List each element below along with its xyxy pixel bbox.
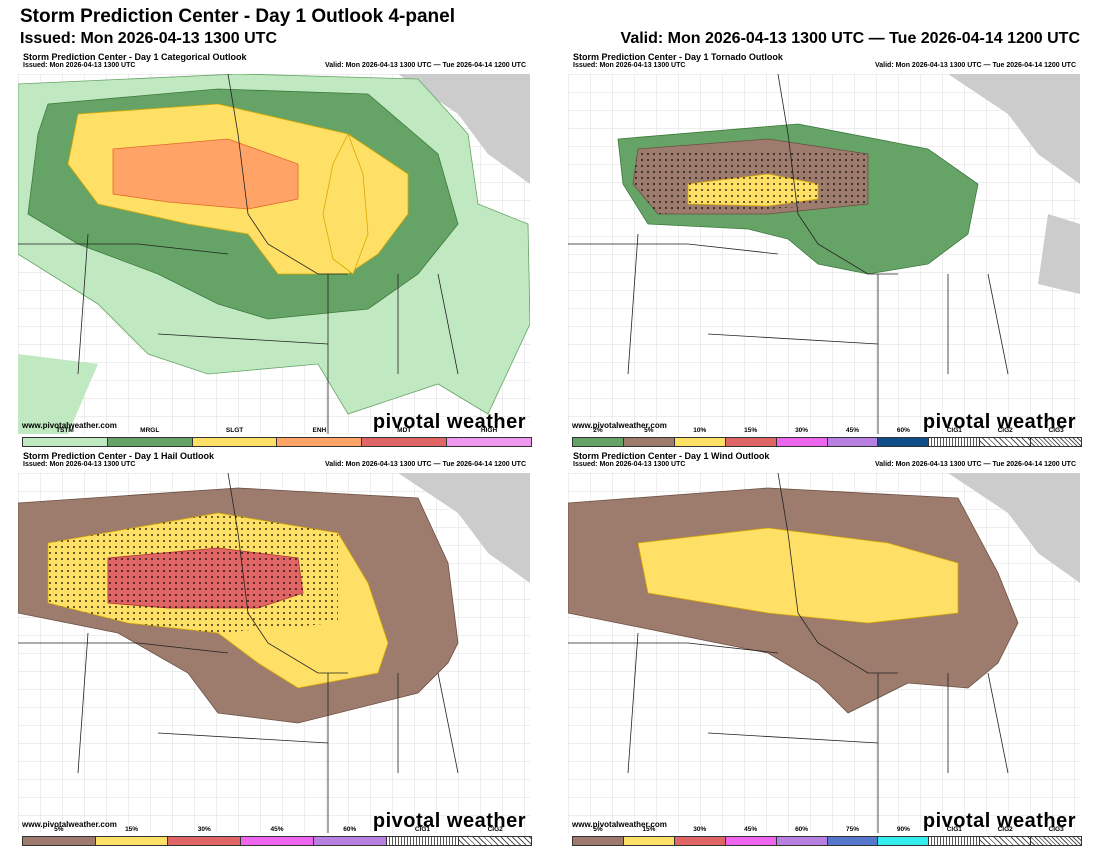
legend-item: 90% (878, 826, 930, 845)
legend-item: SLGT (192, 427, 278, 446)
legend-item: 30% (674, 826, 726, 845)
panel-issued: Issued: Mon 2026-04-13 1300 UTC (23, 62, 136, 69)
legend-item: CIG3 (1031, 826, 1082, 845)
legend-item: CIG3 (1031, 427, 1082, 446)
site-url: www.pivotalweather.com (572, 820, 667, 829)
panel-valid: Valid: Mon 2026-04-13 1300 UTC — Tue 202… (874, 62, 1076, 69)
legend-item: ENH (277, 427, 363, 446)
legend: 5% 15% 30% 45% 60% CIG1 CIG2 (22, 826, 532, 846)
panel-valid: Valid: Mon 2026-04-13 1300 UTC — Tue 202… (324, 62, 526, 69)
legend-item: 15% (95, 826, 169, 845)
legend-item: 45% (827, 427, 879, 446)
panel-valid: Valid: Mon 2026-04-13 1300 UTC — Tue 202… (874, 461, 1076, 468)
brand-logo: pivotal weather (372, 810, 526, 832)
legend: 5% 15% 30% 45% 60% 75% 90% CIG1 CIG2 CIG… (572, 826, 1082, 846)
panel-title: Storm Prediction Center - Day 1 Categori… (23, 52, 247, 62)
brand-logo: pivotal weather (372, 411, 526, 433)
brand-logo: pivotal weather (922, 810, 1076, 832)
legend-item: MRGL (107, 427, 193, 446)
legend-item: 75% (827, 826, 879, 845)
panel-hail: Storm Prediction Center - Day 1 Hail Out… (18, 451, 532, 851)
legend-item: 60% (776, 826, 828, 845)
panel-wind: Storm Prediction Center - Day 1 Wind Out… (568, 451, 1082, 851)
brand-logo: pivotal weather (922, 411, 1076, 433)
legend-item: CIG1 (929, 826, 981, 845)
legend-item: 5% (573, 826, 624, 845)
tornado-map[interactable]: www.pivotalweather.com pivotal weather (568, 74, 1080, 434)
page-title: Storm Prediction Center - Day 1 Outlook … (20, 6, 455, 27)
panel-title: Storm Prediction Center - Day 1 Wind Out… (573, 451, 770, 461)
legend-item: 5% (623, 427, 675, 446)
issued-time: Issued: Mon 2026-04-13 1300 UTC (20, 30, 277, 47)
legend-item: 5% (23, 826, 96, 845)
legend-item: 15% (725, 427, 777, 446)
legend-item: 30% (776, 427, 828, 446)
site-url: www.pivotalweather.com (22, 820, 117, 829)
legend-item: TSTM (23, 427, 108, 446)
wind-map[interactable]: www.pivotalweather.com pivotal weather (568, 473, 1080, 833)
hail-map[interactable]: www.pivotalweather.com pivotal weather (18, 473, 530, 833)
legend: 2% 5% 10% 15% 30% 45% 60% CIG1 CIG2 CIG3 (572, 427, 1082, 447)
legend-item: 60% (878, 427, 930, 446)
legend-item: 10% (674, 427, 726, 446)
legend-item: CIG1 (386, 826, 460, 845)
legend-item: 60% (313, 826, 387, 845)
legend-item: CIG1 (929, 427, 981, 446)
site-url: www.pivotalweather.com (572, 421, 667, 430)
legend-item: CIG2 (980, 826, 1032, 845)
panel-issued: Issued: Mon 2026-04-13 1300 UTC (23, 461, 136, 468)
categorical-map[interactable]: www.pivotalweather.com pivotal weather (18, 74, 530, 434)
legend-item: HIGH (447, 427, 531, 446)
legend-item: 15% (623, 826, 675, 845)
panel-issued: Issued: Mon 2026-04-13 1300 UTC (573, 461, 686, 468)
legend-item: 45% (241, 826, 314, 845)
valid-time: Valid: Mon 2026-04-13 1300 UTC — Tue 202… (620, 30, 1080, 47)
panel-issued: Issued: Mon 2026-04-13 1300 UTC (573, 62, 686, 69)
site-url: www.pivotalweather.com (22, 421, 117, 430)
legend: TSTM MRGL SLGT ENH MDT HIGH (22, 427, 532, 447)
panel-title: Storm Prediction Center - Day 1 Tornado … (573, 52, 783, 62)
panel-title: Storm Prediction Center - Day 1 Hail Out… (23, 451, 215, 461)
panel-valid: Valid: Mon 2026-04-13 1300 UTC — Tue 202… (324, 461, 526, 468)
panel-categorical: Storm Prediction Center - Day 1 Categori… (18, 52, 532, 452)
legend-item: 30% (168, 826, 242, 845)
legend-item: 45% (725, 826, 777, 845)
legend-item: CIG2 (459, 826, 532, 845)
legend-item: 2% (573, 427, 624, 446)
panel-tornado: Storm Prediction Center - Day 1 Tornado … (568, 52, 1082, 452)
legend-item: CIG2 (980, 427, 1032, 446)
legend-item: MDT (362, 427, 448, 446)
